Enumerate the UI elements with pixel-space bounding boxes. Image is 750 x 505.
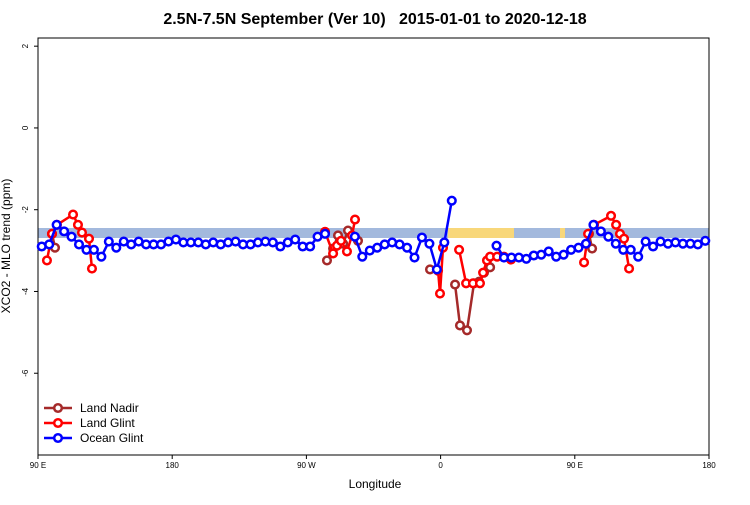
x-tick-label: 180 (166, 461, 180, 470)
data-point (573, 242, 584, 253)
data-point (409, 252, 420, 263)
data-point (434, 288, 446, 299)
y-tick-label: 0 (21, 125, 30, 130)
data-point (349, 214, 361, 225)
data-point (558, 249, 569, 260)
data-point (111, 242, 122, 253)
data-point (610, 238, 621, 249)
y-tick-label: -4 (21, 287, 30, 295)
data-point (603, 231, 614, 242)
data-point (73, 239, 85, 250)
data-point (319, 228, 331, 239)
data-point (66, 231, 77, 242)
data-point (335, 235, 347, 246)
data-point (86, 263, 98, 274)
data-point (611, 219, 622, 230)
data-point (290, 234, 301, 245)
data-point (76, 227, 88, 238)
land-band (560, 228, 565, 238)
y-tick-label: -2 (21, 206, 30, 214)
x-tick-label: 180 (702, 461, 716, 470)
legend-marker (52, 402, 64, 414)
data-point (328, 248, 339, 259)
data-point (357, 251, 368, 262)
ocean-band (38, 228, 709, 238)
x-tick-label: 0 (438, 461, 443, 470)
x-tick-label: 90 E (30, 461, 46, 470)
data-point (543, 246, 554, 257)
y-axis-label: XCO2 - MLO trend (ppm) (0, 179, 13, 314)
legend-label: Land Nadir (80, 401, 139, 415)
data-point (588, 219, 599, 230)
data-point (44, 239, 55, 250)
data-point (446, 195, 457, 206)
data-point (578, 257, 590, 268)
data-point (103, 236, 114, 247)
legend-marker (52, 432, 64, 444)
y-tick-label: -6 (21, 369, 30, 377)
legend-marker (52, 417, 64, 429)
data-point (72, 219, 84, 230)
chart-title: 2.5N-7.5N September (Ver 10) 2015-01-01 … (163, 11, 586, 28)
data-point (321, 255, 333, 266)
data-point (431, 264, 442, 275)
data-point (618, 233, 630, 244)
data-point (51, 219, 62, 230)
plot-area (36, 195, 711, 336)
data-point (267, 237, 278, 248)
data-point (625, 244, 636, 255)
data-point (454, 244, 465, 255)
data-point (580, 238, 592, 249)
data-point (349, 231, 360, 242)
data-point (416, 232, 428, 243)
data-point (605, 210, 617, 221)
data-point (41, 255, 52, 266)
data-point (341, 246, 353, 257)
data-point (478, 267, 489, 278)
legend-label: Ocean Glint (80, 431, 144, 445)
x-tick-label: 90 E (567, 461, 583, 470)
data-point (700, 235, 711, 246)
legend-label: Land Glint (80, 416, 135, 430)
data-point (640, 236, 651, 247)
data-point (692, 239, 703, 250)
data-point (474, 278, 486, 289)
data-point (450, 279, 461, 290)
data-point (67, 209, 79, 220)
data-point (461, 325, 473, 336)
data-point (96, 251, 107, 262)
data-point (439, 237, 450, 248)
data-point (305, 241, 316, 252)
data-point (83, 233, 95, 244)
data-point (587, 243, 598, 254)
data-point (491, 240, 502, 251)
data-point (454, 320, 466, 331)
data-point (88, 244, 99, 255)
data-point (624, 263, 635, 274)
data-point (595, 226, 606, 237)
land-band (448, 228, 514, 238)
data-point (275, 241, 286, 252)
y-tick-label: 2 (21, 43, 30, 48)
data-point (424, 238, 435, 249)
x-axis-label: Longitude (349, 477, 402, 491)
data-point (648, 241, 659, 252)
data-point (402, 242, 413, 253)
data-point (633, 251, 644, 262)
x-tick-label: 90 W (297, 461, 316, 470)
data-point (59, 226, 70, 237)
